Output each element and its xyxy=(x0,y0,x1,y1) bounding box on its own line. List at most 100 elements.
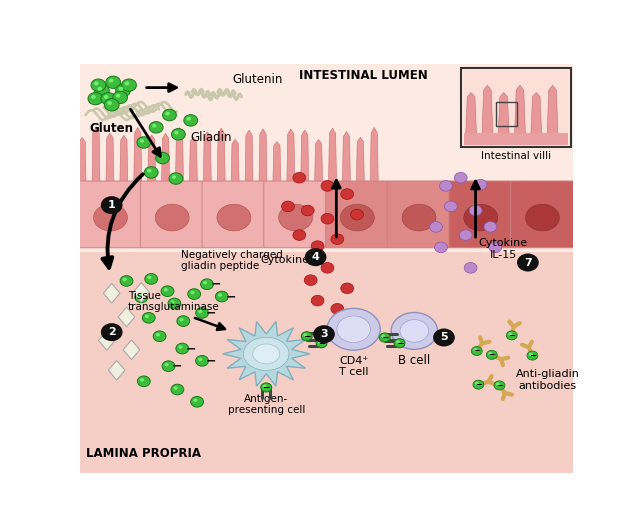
Circle shape xyxy=(198,310,203,313)
Circle shape xyxy=(169,173,183,184)
Text: Tissue
transglutaminase: Tissue transglutaminase xyxy=(128,290,220,312)
Polygon shape xyxy=(133,282,150,302)
Text: Glutenin: Glutenin xyxy=(233,73,283,86)
FancyBboxPatch shape xyxy=(264,181,327,248)
Polygon shape xyxy=(547,85,558,136)
FancyBboxPatch shape xyxy=(464,70,568,145)
Text: −: − xyxy=(318,339,326,348)
Polygon shape xyxy=(189,137,197,182)
Circle shape xyxy=(193,398,197,402)
Text: −: − xyxy=(206,306,216,319)
Polygon shape xyxy=(78,137,86,182)
Circle shape xyxy=(116,84,131,97)
Circle shape xyxy=(301,332,312,341)
Circle shape xyxy=(304,275,317,286)
Circle shape xyxy=(331,234,344,245)
Circle shape xyxy=(201,279,213,289)
Circle shape xyxy=(147,169,152,172)
FancyBboxPatch shape xyxy=(326,181,389,248)
Circle shape xyxy=(138,376,150,387)
Ellipse shape xyxy=(340,204,375,231)
Text: 7: 7 xyxy=(524,257,532,268)
Ellipse shape xyxy=(400,320,429,342)
Polygon shape xyxy=(315,139,322,182)
Polygon shape xyxy=(223,321,310,386)
Circle shape xyxy=(196,307,208,318)
Circle shape xyxy=(113,92,127,104)
Circle shape xyxy=(496,383,500,386)
Circle shape xyxy=(313,325,335,343)
Circle shape xyxy=(156,333,160,336)
Text: Gliadin: Gliadin xyxy=(190,131,233,144)
Circle shape xyxy=(190,291,194,294)
Polygon shape xyxy=(203,131,211,182)
Circle shape xyxy=(97,87,102,91)
Circle shape xyxy=(311,241,324,252)
Ellipse shape xyxy=(243,337,289,370)
Circle shape xyxy=(138,294,141,297)
Circle shape xyxy=(145,314,149,318)
Text: −: − xyxy=(475,380,482,389)
Text: −: − xyxy=(508,331,515,340)
Circle shape xyxy=(489,242,502,253)
Polygon shape xyxy=(273,142,281,182)
Circle shape xyxy=(116,94,120,98)
Circle shape xyxy=(180,318,183,321)
Text: −: − xyxy=(211,278,221,290)
Circle shape xyxy=(101,323,122,341)
Circle shape xyxy=(91,95,96,99)
Circle shape xyxy=(394,339,405,348)
Circle shape xyxy=(109,79,113,82)
Circle shape xyxy=(475,382,479,385)
Circle shape xyxy=(159,155,163,159)
Circle shape xyxy=(162,109,176,121)
Polygon shape xyxy=(301,130,309,182)
Circle shape xyxy=(101,93,116,105)
Circle shape xyxy=(469,205,482,216)
Polygon shape xyxy=(106,133,114,182)
Polygon shape xyxy=(120,135,128,182)
Polygon shape xyxy=(370,128,378,182)
Ellipse shape xyxy=(217,204,251,231)
Text: −: − xyxy=(206,354,216,367)
Circle shape xyxy=(459,230,472,240)
Polygon shape xyxy=(148,135,155,182)
Circle shape xyxy=(137,137,151,148)
Polygon shape xyxy=(162,134,169,182)
Circle shape xyxy=(517,254,539,271)
Circle shape xyxy=(506,331,517,340)
Polygon shape xyxy=(531,93,541,136)
Text: Cytokines: Cytokines xyxy=(261,255,315,265)
Circle shape xyxy=(508,332,512,336)
Circle shape xyxy=(527,351,538,360)
Circle shape xyxy=(142,312,155,323)
Polygon shape xyxy=(217,128,225,182)
Circle shape xyxy=(149,122,163,133)
FancyBboxPatch shape xyxy=(511,181,575,248)
Text: −: − xyxy=(303,332,310,341)
Circle shape xyxy=(101,196,122,214)
Circle shape xyxy=(155,152,169,164)
Text: −: − xyxy=(381,333,389,342)
Ellipse shape xyxy=(278,204,313,231)
Circle shape xyxy=(91,79,106,92)
Circle shape xyxy=(445,201,457,212)
Text: −: − xyxy=(473,346,480,355)
Circle shape xyxy=(188,289,201,300)
Polygon shape xyxy=(482,85,493,136)
Polygon shape xyxy=(118,307,135,327)
Circle shape xyxy=(282,201,294,212)
Circle shape xyxy=(140,139,144,143)
Circle shape xyxy=(464,262,477,273)
Circle shape xyxy=(171,129,185,140)
Text: Cytokine
IL-15: Cytokine IL-15 xyxy=(478,238,528,260)
Polygon shape xyxy=(466,93,476,136)
Polygon shape xyxy=(245,130,253,182)
Text: Anti-gliadin
antibodies: Anti-gliadin antibodies xyxy=(516,369,580,390)
Circle shape xyxy=(261,383,271,392)
Circle shape xyxy=(164,288,168,292)
Polygon shape xyxy=(343,131,350,182)
Circle shape xyxy=(135,292,148,303)
Circle shape xyxy=(171,384,184,395)
Text: −: − xyxy=(262,383,270,392)
